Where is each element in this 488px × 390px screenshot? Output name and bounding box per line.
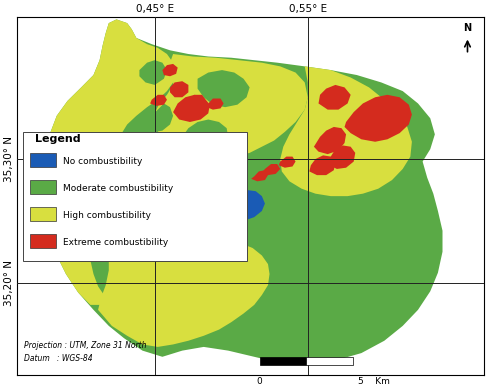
Bar xyxy=(30,234,56,248)
Text: 0: 0 xyxy=(257,377,263,386)
Polygon shape xyxy=(224,190,265,221)
Text: Legend: Legend xyxy=(35,135,81,144)
Polygon shape xyxy=(314,127,346,154)
Text: Extreme combustibility: Extreme combustibility xyxy=(62,238,168,247)
Text: Moderate combustibility: Moderate combustibility xyxy=(62,184,173,193)
Polygon shape xyxy=(309,155,335,175)
Polygon shape xyxy=(155,54,308,159)
Text: High combustibility: High combustibility xyxy=(62,211,151,220)
Polygon shape xyxy=(198,70,250,107)
Polygon shape xyxy=(262,164,280,175)
Polygon shape xyxy=(219,206,239,222)
Polygon shape xyxy=(161,194,234,248)
Polygon shape xyxy=(173,95,210,122)
Polygon shape xyxy=(98,140,269,347)
Bar xyxy=(30,153,56,167)
Polygon shape xyxy=(188,95,205,106)
Polygon shape xyxy=(47,20,443,364)
Polygon shape xyxy=(140,60,167,85)
Polygon shape xyxy=(251,170,268,181)
Bar xyxy=(30,207,56,221)
Bar xyxy=(260,357,306,365)
Polygon shape xyxy=(170,81,188,97)
Polygon shape xyxy=(173,157,231,195)
Polygon shape xyxy=(345,95,412,142)
Polygon shape xyxy=(183,119,228,152)
Text: No combustibility: No combustibility xyxy=(62,157,142,166)
Bar xyxy=(30,180,56,194)
Polygon shape xyxy=(280,66,412,196)
Bar xyxy=(306,357,353,365)
Polygon shape xyxy=(144,217,205,261)
Text: Datum   : WGS-84: Datum : WGS-84 xyxy=(24,354,93,363)
Polygon shape xyxy=(328,145,355,169)
Polygon shape xyxy=(279,157,296,168)
Text: 5    Km: 5 Km xyxy=(358,377,389,386)
Polygon shape xyxy=(150,95,167,106)
FancyBboxPatch shape xyxy=(23,132,247,261)
Text: Projection : UTM, Zone 31 North: Projection : UTM, Zone 31 North xyxy=(24,342,146,351)
Polygon shape xyxy=(207,99,224,110)
Polygon shape xyxy=(319,85,351,110)
Text: N: N xyxy=(464,23,471,33)
Polygon shape xyxy=(47,20,178,305)
Polygon shape xyxy=(163,64,178,76)
Polygon shape xyxy=(147,103,173,132)
